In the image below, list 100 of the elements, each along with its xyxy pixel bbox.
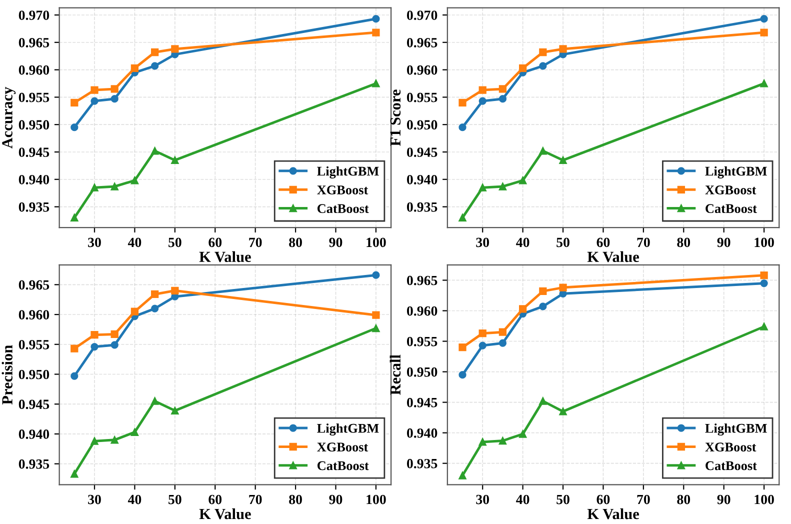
x-axis-title: K Value — [199, 251, 251, 262]
legend-label: CatBoost — [317, 461, 369, 470]
point — [458, 98, 466, 106]
point — [372, 324, 380, 332]
point — [760, 15, 768, 23]
point — [498, 436, 507, 445]
legend-label: LightGBM — [317, 423, 379, 436]
x-axis-title: K Value — [587, 508, 640, 520]
y-tick-label: 0.940 — [406, 174, 438, 184]
point — [458, 472, 466, 480]
y-axis-title: Precision — [2, 345, 12, 405]
y-tick-label: 0.965 — [406, 276, 438, 286]
y-tick-label: 0.940 — [18, 430, 50, 439]
legend-label: XGBoost — [705, 186, 756, 194]
point — [539, 48, 547, 56]
x-axis-title: K Value — [587, 251, 640, 262]
point — [760, 272, 768, 280]
point — [539, 287, 547, 296]
point — [171, 406, 179, 414]
x-tick-label: 30 — [476, 238, 490, 248]
x-tick-label: 90 — [717, 238, 730, 248]
point — [150, 397, 159, 405]
y-tick-label: 0.970 — [406, 10, 438, 20]
point — [150, 48, 159, 56]
point — [518, 430, 527, 438]
point — [110, 436, 118, 444]
y-tick-label: 0.950 — [406, 367, 438, 377]
x-tick-label: 70 — [637, 494, 650, 504]
point — [539, 397, 547, 405]
legend-label: CatBoost — [317, 204, 369, 214]
point — [171, 156, 179, 164]
x-tick-label: 40 — [516, 238, 530, 248]
point — [478, 342, 486, 350]
point — [70, 372, 78, 380]
point — [110, 95, 118, 103]
x-tick-label: 100 — [366, 494, 386, 504]
y-tick-label: 0.970 — [18, 10, 50, 20]
y-tick-label: 0.960 — [18, 310, 50, 320]
y-tick-label: 0.955 — [18, 92, 50, 102]
y-tick-label: 0.940 — [18, 174, 50, 184]
x-tick-label: 50 — [556, 494, 570, 504]
point — [518, 64, 527, 72]
legend-label: XGBoost — [705, 442, 756, 452]
y-tick-label: 0.955 — [406, 92, 438, 102]
y-tick-label: 0.955 — [406, 336, 438, 346]
point — [70, 344, 78, 352]
x-tick-label: 60 — [596, 494, 610, 504]
x-tick-label: 90 — [329, 238, 342, 248]
point — [478, 438, 486, 446]
point — [90, 437, 98, 445]
point — [539, 302, 547, 310]
point — [171, 45, 179, 53]
x-tick-label: 40 — [128, 238, 142, 248]
x-tick-label: 70 — [637, 238, 650, 248]
legend-label: XGBoost — [317, 442, 368, 452]
y-tick-label: 0.935 — [18, 459, 50, 469]
point — [760, 322, 768, 330]
point — [372, 271, 380, 279]
x-axis-title: K Value — [199, 508, 251, 520]
x-tick-label: 100 — [366, 238, 386, 248]
point — [90, 331, 98, 339]
point — [110, 330, 118, 338]
point — [130, 176, 139, 184]
point — [478, 97, 486, 105]
point — [559, 284, 567, 292]
x-tick-label: 90 — [329, 494, 342, 504]
x-tick-label: 40 — [128, 494, 142, 504]
legend-label: LightGBM — [705, 423, 767, 436]
x-tick-label: 80 — [677, 238, 690, 248]
y-tick-label: 0.960 — [18, 65, 50, 75]
x-tick-label: 90 — [717, 494, 730, 504]
point — [518, 176, 527, 184]
x-tick-label: 80 — [289, 238, 302, 248]
y-tick-label: 0.945 — [406, 148, 438, 157]
point — [90, 97, 98, 105]
point — [70, 214, 78, 222]
y-tick-label: 0.945 — [18, 148, 50, 157]
x-tick-label: 60 — [596, 238, 610, 248]
x-tick-label: 30 — [88, 238, 101, 248]
point — [498, 85, 507, 93]
y-tick-label: 0.945 — [406, 398, 438, 408]
legend-label: CatBoost — [706, 204, 757, 214]
x-tick-label: 60 — [208, 238, 222, 248]
x-tick-label: 50 — [556, 238, 570, 248]
point — [372, 80, 380, 88]
point — [478, 330, 486, 338]
legend-label: CatBoost — [706, 461, 757, 470]
x-tick-label: 50 — [168, 238, 182, 248]
point — [130, 428, 139, 436]
y-axis-title: F1 Score — [390, 90, 401, 146]
point — [150, 304, 159, 312]
y-tick-label: 0.950 — [406, 120, 438, 130]
point — [150, 147, 159, 155]
y-tick-label: 0.950 — [18, 370, 50, 380]
point — [90, 86, 98, 94]
x-tick-label: 70 — [249, 238, 262, 248]
y-tick-label: 0.965 — [406, 38, 438, 48]
point — [110, 182, 118, 190]
y-tick-label: 0.960 — [406, 65, 438, 75]
point — [130, 308, 139, 316]
